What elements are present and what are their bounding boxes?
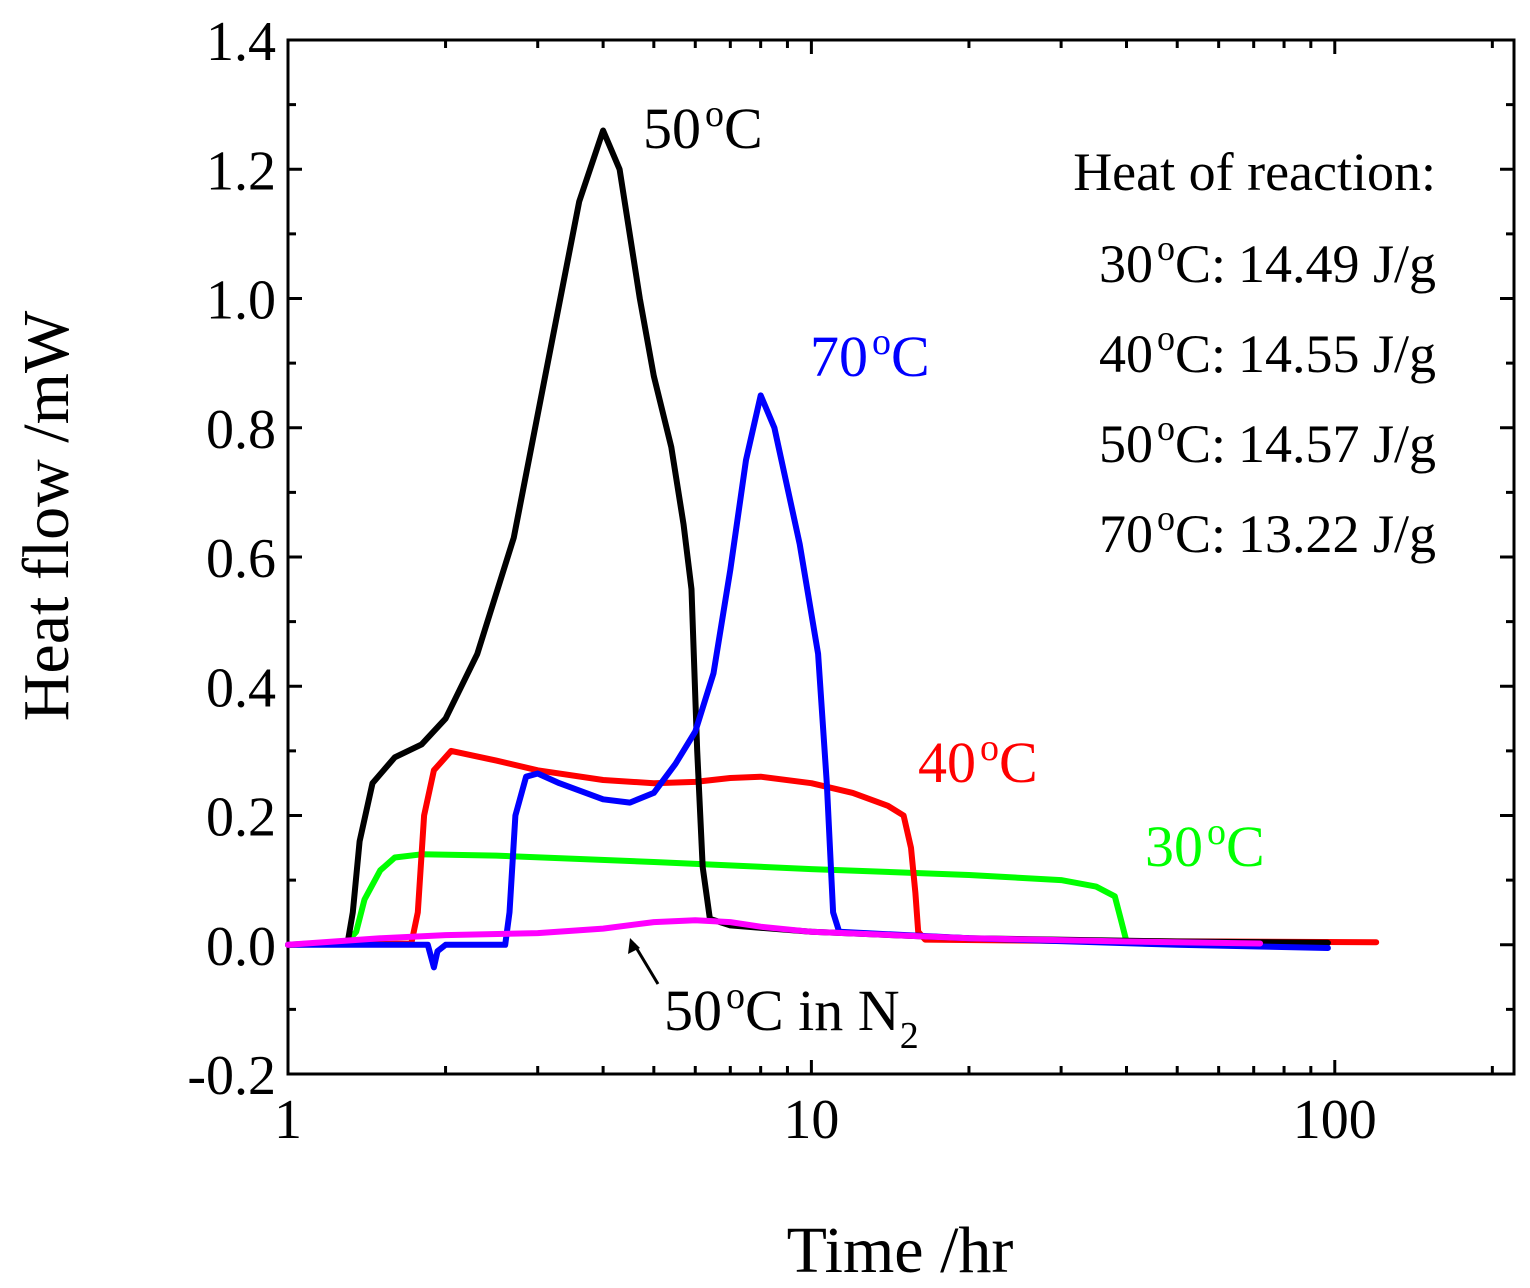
n2-arrow-shaft xyxy=(632,943,660,985)
legend-70-unit: C: xyxy=(1175,504,1226,564)
legend-title: Heat of reaction: xyxy=(1073,142,1436,202)
legend: Heat of reaction: 30 oC: 14.49 J/g 40 oC: 14… xyxy=(1073,142,1436,564)
label-70C-degree: o xyxy=(872,321,891,363)
legend-70-temp: 70 xyxy=(1099,504,1153,564)
label-30C-unit: C xyxy=(1226,814,1265,879)
label-50C: 50 oC xyxy=(643,93,763,161)
label-30C-value: 30 xyxy=(1145,814,1203,879)
y-tick-label: 0.8 xyxy=(206,399,276,461)
label-70C-unit: C xyxy=(891,324,930,389)
legend-40-value: 14.55 J/g xyxy=(1238,324,1436,384)
x-tick-label: 1 xyxy=(274,1089,302,1151)
label-n2-subscript: 2 xyxy=(900,1015,919,1057)
label-40C-degree: o xyxy=(980,727,999,769)
legend-40-degree: o xyxy=(1157,318,1175,358)
axis-ticks: -0.2 0.0 0.2 0.4 0.6 0.8 1.0 1.2 1.4 1 10 100 xyxy=(187,11,1514,1151)
legend-50-degree: o xyxy=(1157,408,1175,448)
y-tick-label: 0.4 xyxy=(206,657,276,719)
label-40C-unit: C xyxy=(999,730,1038,795)
legend-entry-40: 40 oC: 14.55 J/g xyxy=(1099,318,1436,384)
label-n2-unit: C in N xyxy=(745,978,900,1043)
legend-entry-50: 50 oC: 14.57 J/g xyxy=(1099,408,1436,474)
legend-entry-30: 30 oC: 14.49 J/g xyxy=(1099,228,1436,294)
series-line-70-c xyxy=(285,392,1331,971)
legend-40-temp: 40 xyxy=(1099,324,1153,384)
series-layer xyxy=(285,127,1380,971)
y-tick-label: -0.2 xyxy=(187,1045,276,1107)
label-50C-unit: C xyxy=(724,96,763,161)
y-axis-title: Heat flow /mW xyxy=(10,310,83,721)
x-tick-label: 10 xyxy=(783,1089,839,1151)
series-line-30-c xyxy=(285,851,1288,948)
label-30C: 30 oC xyxy=(1145,811,1265,879)
legend-40-unit: C: xyxy=(1175,324,1226,384)
label-n2-degree: o xyxy=(726,975,745,1017)
x-tick-label: 100 xyxy=(1293,1089,1377,1151)
legend-30-unit: C: xyxy=(1175,234,1226,294)
label-40C-value: 40 xyxy=(918,730,976,795)
legend-50-unit: C: xyxy=(1175,414,1226,474)
x-axis-title: Time /hr xyxy=(787,1214,1014,1287)
label-n2-value: 50 xyxy=(664,978,722,1043)
label-30C-degree: o xyxy=(1207,811,1226,853)
label-50C-value: 50 xyxy=(643,96,701,161)
y-tick-label: 1.4 xyxy=(206,11,276,73)
label-50C-in-N2: 50 oC in N2 xyxy=(664,975,919,1057)
label-40C: 40 oC xyxy=(918,727,1038,795)
series-line-50-c-in-n2 xyxy=(285,917,1264,948)
label-50C-degree: o xyxy=(705,93,724,135)
legend-50-value: 14.57 J/g xyxy=(1238,414,1436,474)
y-tick-label: 1.2 xyxy=(206,140,276,202)
legend-50-temp: 50 xyxy=(1099,414,1153,474)
legend-entry-70: 70 oC: 13.22 J/g xyxy=(1099,498,1436,564)
y-tick-label: 1.0 xyxy=(206,270,276,332)
legend-70-degree: o xyxy=(1157,498,1175,538)
n2-arrow-head xyxy=(628,938,640,954)
y-tick-label: 0.2 xyxy=(206,787,276,849)
label-70C: 70 oC xyxy=(810,321,930,389)
y-tick-label: 0.6 xyxy=(206,528,276,590)
legend-30-temp: 30 xyxy=(1099,234,1153,294)
legend-30-degree: o xyxy=(1157,228,1175,268)
legend-30-value: 14.49 J/g xyxy=(1238,234,1436,294)
legend-70-value: 13.22 J/g xyxy=(1238,504,1436,564)
n2-arrow xyxy=(628,938,660,985)
label-70C-value: 70 xyxy=(810,324,868,389)
y-tick-label: 0.0 xyxy=(206,916,276,978)
